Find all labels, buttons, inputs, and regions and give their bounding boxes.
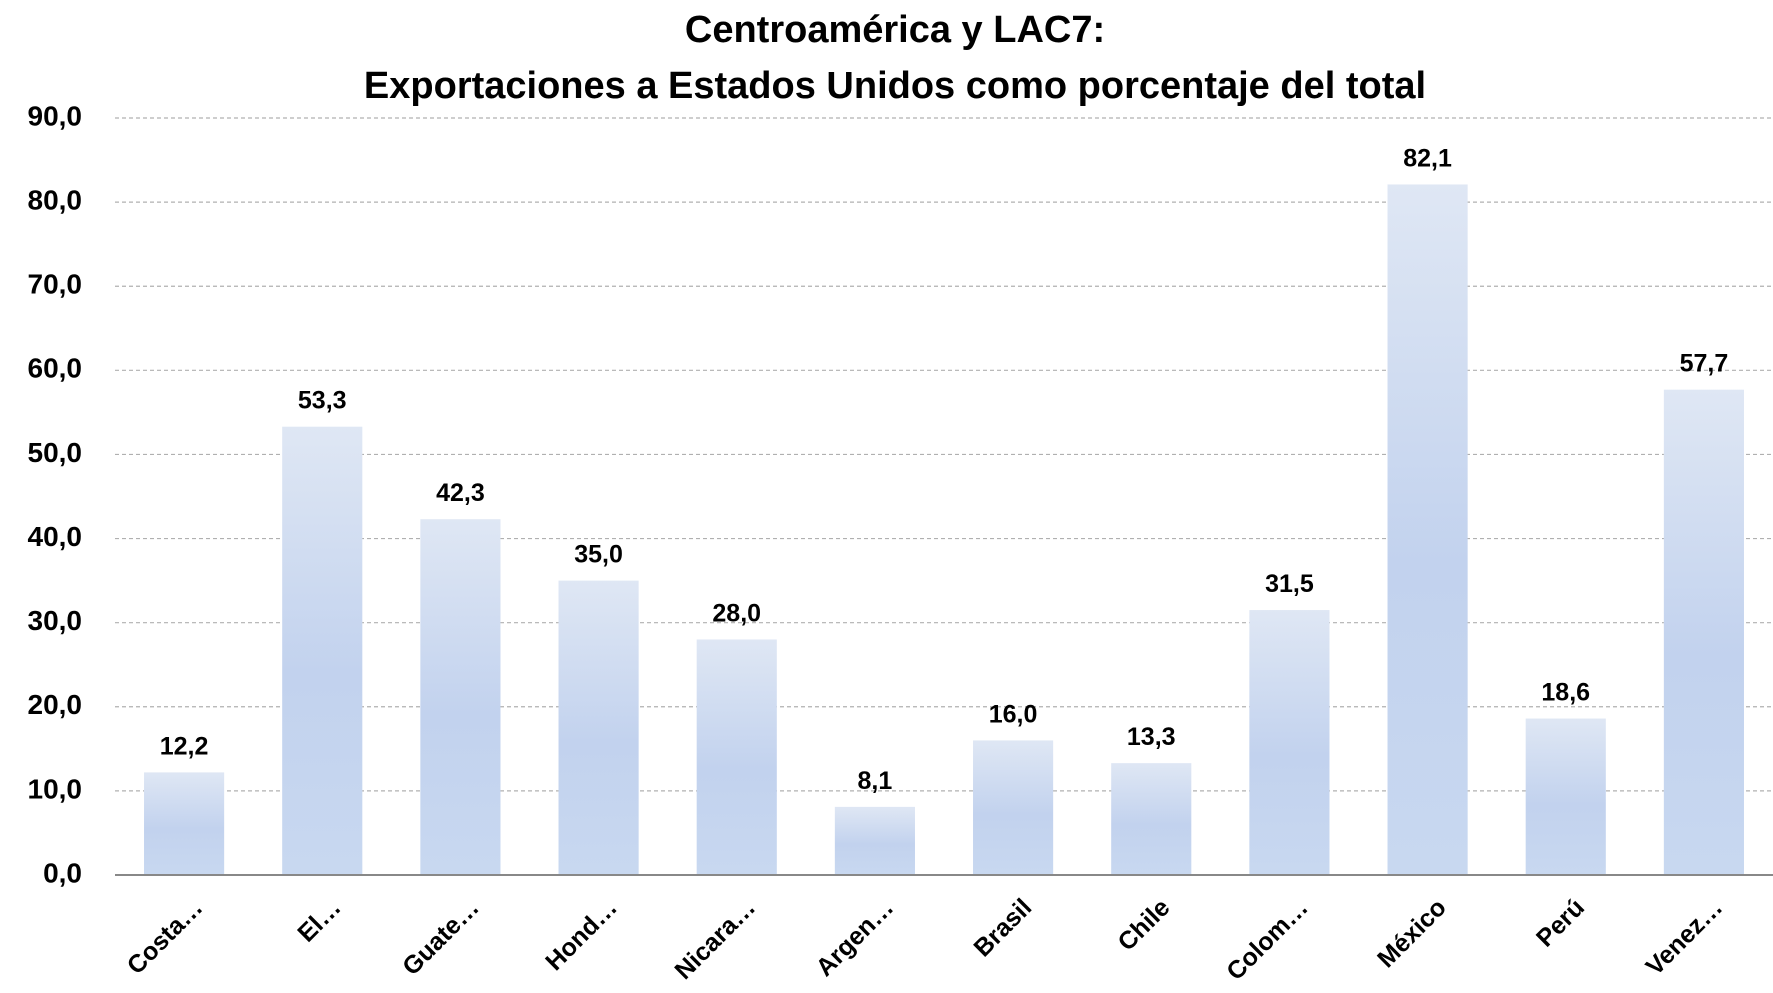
bar	[973, 740, 1054, 875]
value-label: 13,3	[1127, 723, 1176, 751]
x-tick-label: Argen…	[811, 893, 900, 982]
x-tick-label: El…	[292, 893, 346, 947]
value-label: 35,0	[574, 541, 623, 569]
x-tick-label: Costa…	[122, 893, 209, 980]
y-tick-label: 10,0	[28, 773, 83, 804]
bar	[1249, 610, 1330, 875]
x-tick-label: Hond…	[540, 893, 623, 976]
x-tick-label: Guate…	[397, 893, 485, 981]
value-label: 16,0	[989, 700, 1038, 728]
value-label: 57,7	[1680, 350, 1729, 378]
y-tick-label: 50,0	[28, 437, 83, 468]
x-tick-label: Nicara…	[669, 893, 761, 985]
x-tick-label: Venez…	[1641, 893, 1729, 981]
x-tick-label: Colom…	[1221, 893, 1313, 985]
y-tick-label: 70,0	[28, 269, 83, 300]
x-tick-label: México	[1372, 893, 1452, 973]
value-label: 31,5	[1265, 570, 1314, 598]
bar	[834, 806, 915, 875]
bar	[1387, 184, 1468, 876]
value-label: 18,6	[1541, 679, 1590, 707]
value-label: 42,3	[436, 479, 485, 507]
bar	[1111, 763, 1192, 875]
x-tick-label: Perú	[1531, 893, 1590, 952]
chart-title: Centroamérica y LAC7:	[685, 9, 1105, 51]
bar	[282, 426, 363, 875]
value-label: 12,2	[160, 732, 209, 760]
value-label: 28,0	[712, 599, 761, 627]
y-tick-label: 80,0	[28, 185, 83, 216]
bar	[558, 580, 639, 875]
bar	[1525, 718, 1606, 875]
chart-title: Exportaciones a Estados Unidos como porc…	[364, 65, 1426, 107]
x-tick-label: Brasil	[968, 893, 1037, 962]
y-tick-label: 30,0	[28, 605, 83, 636]
y-tick-label: 40,0	[28, 521, 83, 552]
bar	[696, 639, 777, 875]
value-label: 53,3	[298, 387, 347, 415]
y-tick-label: 20,0	[28, 689, 83, 720]
y-tick-label: 60,0	[28, 353, 83, 384]
bar	[144, 772, 225, 875]
x-tick-label: Chile	[1112, 893, 1175, 956]
value-label: 8,1	[858, 767, 893, 795]
y-tick-label: 90,0	[28, 100, 83, 131]
y-tick-label: 0,0	[43, 857, 82, 888]
bar	[420, 519, 501, 875]
bar	[1663, 389, 1744, 875]
value-label: 82,1	[1403, 144, 1452, 172]
